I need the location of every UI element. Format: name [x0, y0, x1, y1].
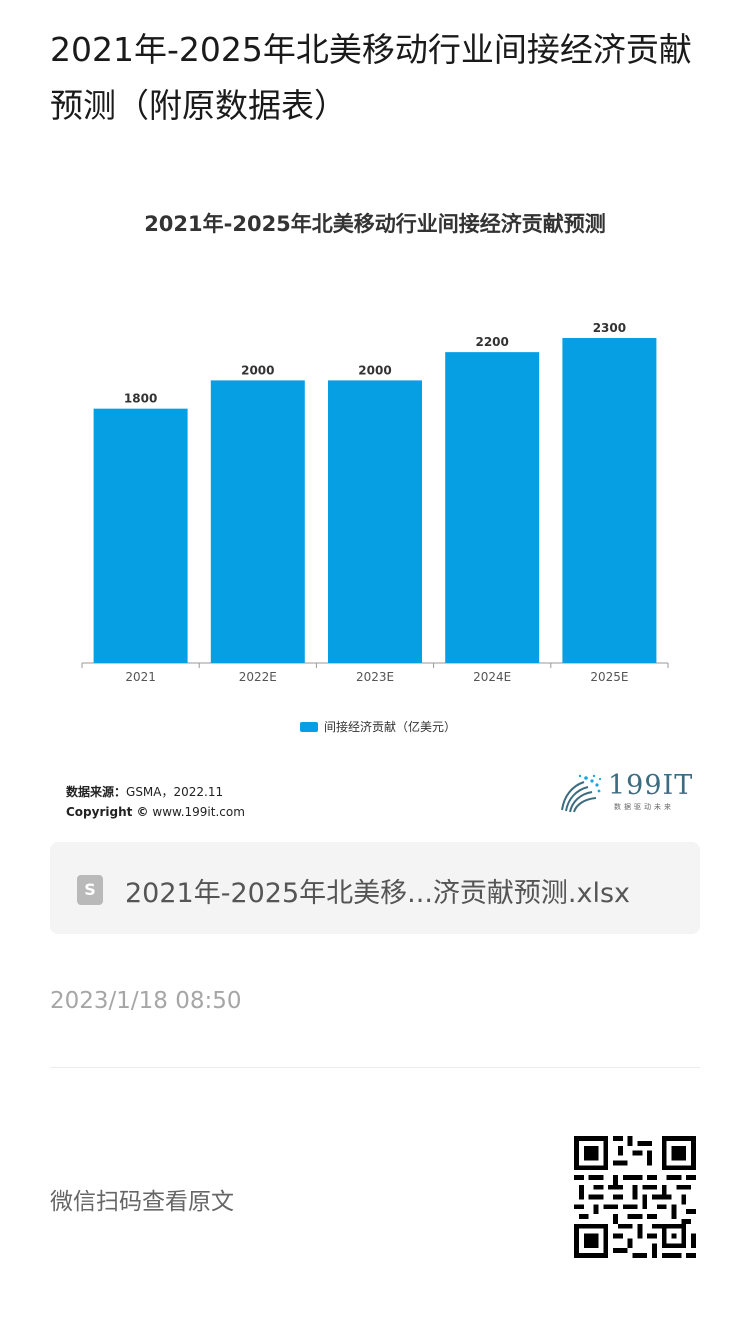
chart-title: 2021年-2025年北美移动行业间接经济贡献预测 [144, 212, 606, 236]
bar-2023E [328, 380, 422, 663]
x-tick-label-2025E: 2025E [590, 670, 628, 684]
source-value: GSMA，2022.11 [126, 785, 224, 799]
chart-legend: 间接经济贡献（亿美元） [300, 718, 456, 735]
file-attachment[interactable]: S 2021年-2025年北美移...济贡献预测.xlsx [50, 842, 700, 934]
data-label-2025E: 2300 [593, 321, 626, 335]
x-tick-label-2023E: 2023E [356, 670, 394, 684]
spreadsheet-file-icon: S [77, 875, 103, 905]
page-title: 2021年-2025年北美移动行业间接经济贡献预测（附原数据表） [50, 30, 692, 125]
chart-source: 数据来源：GSMA，2022.11 Copyright © www.199it.… [66, 782, 245, 822]
x-tick-label-2021: 2021 [125, 670, 156, 684]
source-label: 数据来源： [66, 785, 127, 799]
logo-mark-icon [561, 774, 602, 813]
bar-2022E [210, 380, 305, 663]
legend-label: 间接经济贡献（亿美元） [324, 720, 457, 734]
copyright-label: Copyright © [66, 805, 149, 819]
file-name[interactable]: 2021年-2025年北美移...济贡献预测.xlsx [125, 878, 631, 909]
logo-text: 199IT [608, 770, 694, 801]
data-label-2024E: 2200 [475, 335, 508, 349]
x-tick-label-2024E: 2024E [473, 670, 511, 684]
brand-logo: 199IT 数据驱动未来 [558, 768, 698, 816]
divider [50, 1067, 700, 1068]
chart-image: 2021年-2025年北美移动行业间接经济贡献预测 1800 2021 2000 20… [50, 190, 700, 830]
bar-2025E [562, 338, 657, 663]
post-timestamp: 2023/1/18 08:50 [50, 988, 242, 1014]
copyright-value: www.199it.com [152, 805, 245, 819]
data-label-2023E: 2000 [358, 363, 391, 377]
data-label-2022E: 2000 [241, 363, 274, 377]
bar-2021 [93, 408, 188, 663]
wechat-scan-text: 微信扫码查看原文 [50, 1189, 234, 1215]
bar-2024E [445, 352, 540, 663]
data-label-2021: 1800 [124, 392, 157, 406]
logo-subtitle: 数据驱动未来 [614, 803, 674, 811]
x-tick-label-2022E: 2022E [239, 670, 277, 684]
bar-chart: 1800 2021 2000 2022E 2000 2023E 2200 2024E 2300 2… [81, 321, 669, 684]
qr-code-icon[interactable] [574, 1136, 696, 1258]
legend-swatch [300, 721, 318, 732]
